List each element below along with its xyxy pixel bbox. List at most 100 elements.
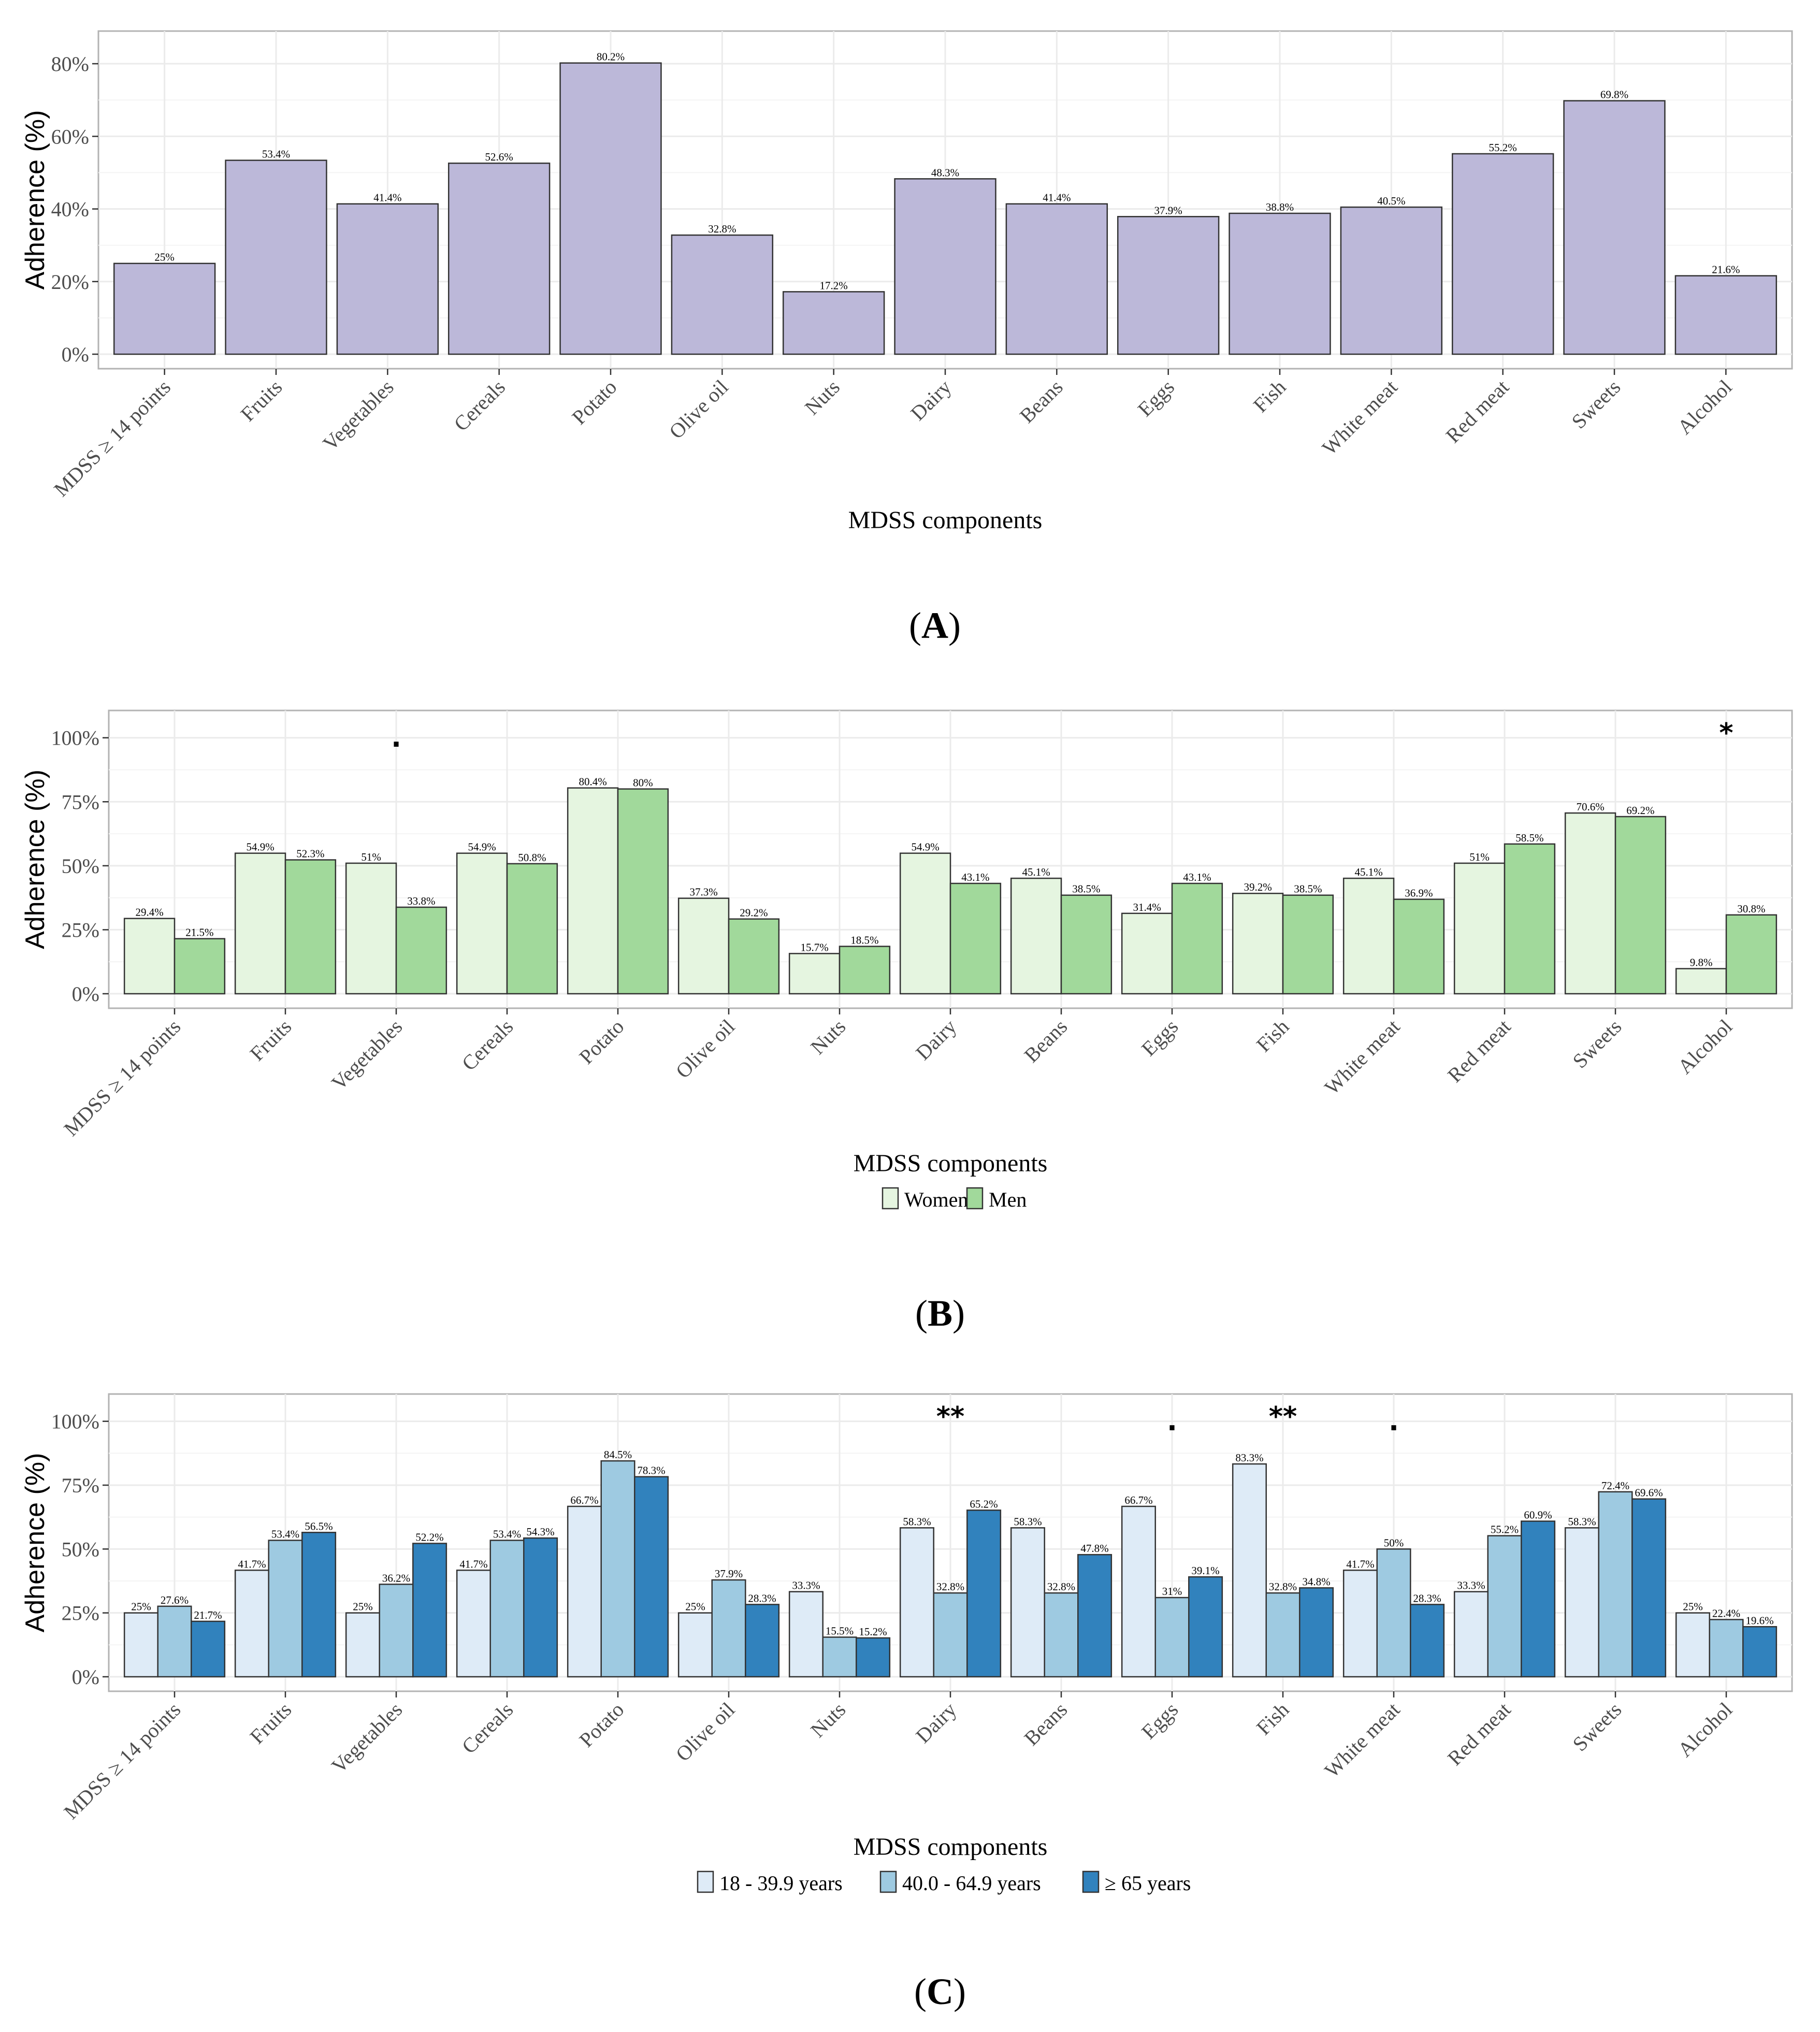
data-label-18-39-9-years-fish: 83.3% bbox=[1235, 1452, 1263, 1464]
bar-18-39-9-years-fruits bbox=[234, 1570, 269, 1678]
data-label-men-fish: 38.5% bbox=[1294, 883, 1322, 895]
bar-18-39-9-years-eggs bbox=[1121, 1505, 1156, 1678]
data-label-women-alcohol: 9.8% bbox=[1690, 956, 1713, 969]
data-label-all-dairy: 48.3% bbox=[931, 166, 959, 179]
bar-all-olive-oil bbox=[671, 234, 774, 355]
panel-letter: (B) bbox=[915, 1293, 965, 1334]
data-label-ge-65-years-nuts: 15.2% bbox=[859, 1625, 887, 1638]
x-category-label-fruits: Fruits bbox=[236, 375, 287, 426]
bar-all-vegetables bbox=[336, 203, 439, 355]
data-label-ge-65-years-vegetables: 52.2% bbox=[415, 1531, 443, 1543]
bar-men-red-meat bbox=[1504, 843, 1556, 995]
bar-40-0-64-9-years-potato bbox=[600, 1460, 635, 1678]
x-category-label-red-meat: Red meat bbox=[1443, 1698, 1515, 1770]
bar-ge-65-years-red-meat bbox=[1521, 1520, 1556, 1678]
data-label-men-olive-oil: 29.2% bbox=[740, 907, 768, 919]
data-label-women-fruits: 54.9% bbox=[246, 841, 274, 853]
bar-40-0-64-9-years-eggs bbox=[1154, 1596, 1190, 1678]
data-label-women-beans: 45.1% bbox=[1022, 866, 1050, 878]
x-category-label-vegetables: Vegetables bbox=[327, 1015, 407, 1095]
bar-women-olive-oil bbox=[677, 897, 730, 995]
bar-ge-65-years-beans bbox=[1077, 1554, 1113, 1678]
bar-40-0-64-9-years-mdss-ge-14-points bbox=[157, 1605, 192, 1678]
data-label-40-0-64-9-years-fish: 32.8% bbox=[1269, 1580, 1297, 1593]
data-label-ge-65-years-sweets: 69.6% bbox=[1635, 1487, 1663, 1499]
data-label-women-vegetables: 51% bbox=[361, 851, 381, 863]
panel-letter-text: C bbox=[927, 1971, 954, 2012]
x-category-label-mdss-ge-14-points: MDSS ≥ 14 points bbox=[59, 1698, 185, 1824]
data-label-18-39-9-years-nuts: 33.3% bbox=[792, 1579, 820, 1592]
x-axis-title: MDSS components bbox=[854, 1833, 1048, 1861]
x-category-label-potato: Potato bbox=[574, 1015, 628, 1069]
x-category-label-olive-oil: Olive oil bbox=[671, 1698, 740, 1766]
x-category-label-nuts: Nuts bbox=[806, 1698, 850, 1742]
x-category-label-alcohol: Alcohol bbox=[1673, 1015, 1737, 1079]
x-category-label-cereals: Cereals bbox=[457, 1015, 518, 1076]
bar-ge-65-years-potato bbox=[634, 1476, 669, 1678]
bar-18-39-9-years-dairy bbox=[899, 1527, 934, 1678]
x-category-label-fish: Fish bbox=[1252, 1698, 1294, 1740]
bar-women-nuts bbox=[788, 953, 841, 995]
data-label-18-39-9-years-fruits: 41.7% bbox=[238, 1558, 266, 1570]
bar-men-eggs bbox=[1171, 882, 1223, 995]
bar-men-vegetables bbox=[395, 906, 447, 995]
x-category-label-fruits: Fruits bbox=[245, 1015, 296, 1066]
bar-ge-65-years-white-meat bbox=[1410, 1604, 1445, 1678]
data-label-18-39-9-years-cereals: 41.7% bbox=[459, 1558, 487, 1570]
data-label-40-0-64-9-years-cereals: 53.4% bbox=[493, 1528, 521, 1541]
data-label-18-39-9-years-mdss-ge-14-points: 25% bbox=[131, 1601, 151, 1613]
y-tick-label: 0% bbox=[72, 982, 99, 1006]
x-category-label-white-meat: White meat bbox=[1320, 1015, 1404, 1099]
bar-all-fish bbox=[1229, 212, 1331, 355]
data-label-40-0-64-9-years-alcohol: 22.4% bbox=[1712, 1607, 1740, 1619]
x-category-label-mdss-ge-14-points: MDSS ≥ 14 points bbox=[49, 375, 175, 501]
legend-label-ge-65-years: ≥ 65 years bbox=[1105, 1871, 1191, 1895]
data-label-women-dairy: 54.9% bbox=[911, 841, 939, 853]
significance-mark-vegetables: · bbox=[391, 729, 401, 760]
x-category-label-white-meat: White meat bbox=[1320, 1698, 1404, 1782]
data-label-40-0-64-9-years-sweets: 72.4% bbox=[1601, 1479, 1629, 1492]
bar-18-39-9-years-white-meat bbox=[1342, 1570, 1378, 1678]
data-label-18-39-9-years-alcohol: 25% bbox=[1683, 1601, 1703, 1613]
data-label-men-dairy: 43.1% bbox=[961, 871, 989, 883]
data-label-40-0-64-9-years-nuts: 15.5% bbox=[826, 1625, 854, 1637]
bar-men-white-meat bbox=[1393, 898, 1445, 995]
data-label-all-mdss-ge-14-points: 25% bbox=[154, 251, 175, 264]
bar-women-dairy bbox=[899, 852, 951, 995]
x-category-label-vegetables: Vegetables bbox=[327, 1698, 407, 1778]
data-label-women-eggs: 31.4% bbox=[1133, 901, 1161, 913]
x-category-label-vegetables: Vegetables bbox=[318, 375, 398, 455]
bar-ge-65-years-vegetables bbox=[412, 1543, 447, 1678]
data-label-women-white-meat: 45.1% bbox=[1354, 866, 1382, 878]
x-category-label-nuts: Nuts bbox=[806, 1015, 850, 1059]
x-category-label-mdss-ge-14-points: MDSS ≥ 14 points bbox=[59, 1015, 185, 1141]
x-category-label-dairy: Dairy bbox=[906, 375, 956, 425]
bar-men-potato bbox=[617, 788, 669, 995]
x-category-label-sweets: Sweets bbox=[1568, 1698, 1626, 1756]
bar-40-0-64-9-years-sweets bbox=[1598, 1491, 1633, 1678]
data-label-ge-65-years-mdss-ge-14-points: 21.7% bbox=[194, 1609, 222, 1621]
data-label-men-nuts: 18.5% bbox=[850, 934, 878, 947]
data-label-ge-65-years-olive-oil: 28.3% bbox=[748, 1592, 776, 1604]
data-label-18-39-9-years-eggs: 66.7% bbox=[1124, 1494, 1152, 1506]
bar-18-39-9-years-alcohol bbox=[1675, 1612, 1710, 1678]
legend-label-40-0-64-9-years: 40.0 - 64.9 years bbox=[902, 1871, 1041, 1895]
bar-women-mdss-ge-14-points bbox=[123, 918, 176, 995]
data-label-all-sweets: 69.8% bbox=[1600, 89, 1628, 101]
bar-18-39-9-years-mdss-ge-14-points bbox=[123, 1612, 158, 1678]
x-category-label-fish: Fish bbox=[1252, 1015, 1294, 1057]
x-category-label-dairy: Dairy bbox=[911, 1698, 961, 1748]
significance-mark-white-meat: · bbox=[1389, 1413, 1399, 1444]
legend-key-18-39-9-years bbox=[697, 1870, 714, 1893]
bar-all-dairy bbox=[894, 178, 996, 355]
data-label-40-0-64-9-years-vegetables: 36.2% bbox=[382, 1572, 410, 1584]
bar-ge-65-years-olive-oil bbox=[745, 1604, 780, 1678]
data-label-all-olive-oil: 32.8% bbox=[708, 223, 736, 235]
data-label-40-0-64-9-years-beans: 32.8% bbox=[1047, 1580, 1075, 1593]
x-category-label-white-meat: White meat bbox=[1318, 375, 1402, 460]
bar-women-red-meat bbox=[1453, 862, 1506, 995]
data-label-40-0-64-9-years-white-meat: 50% bbox=[1384, 1536, 1404, 1549]
x-category-label-alcohol: Alcohol bbox=[1673, 1698, 1737, 1762]
y-axis-title: Adherence (%) bbox=[20, 110, 50, 290]
bar-18-39-9-years-olive-oil bbox=[677, 1612, 713, 1678]
